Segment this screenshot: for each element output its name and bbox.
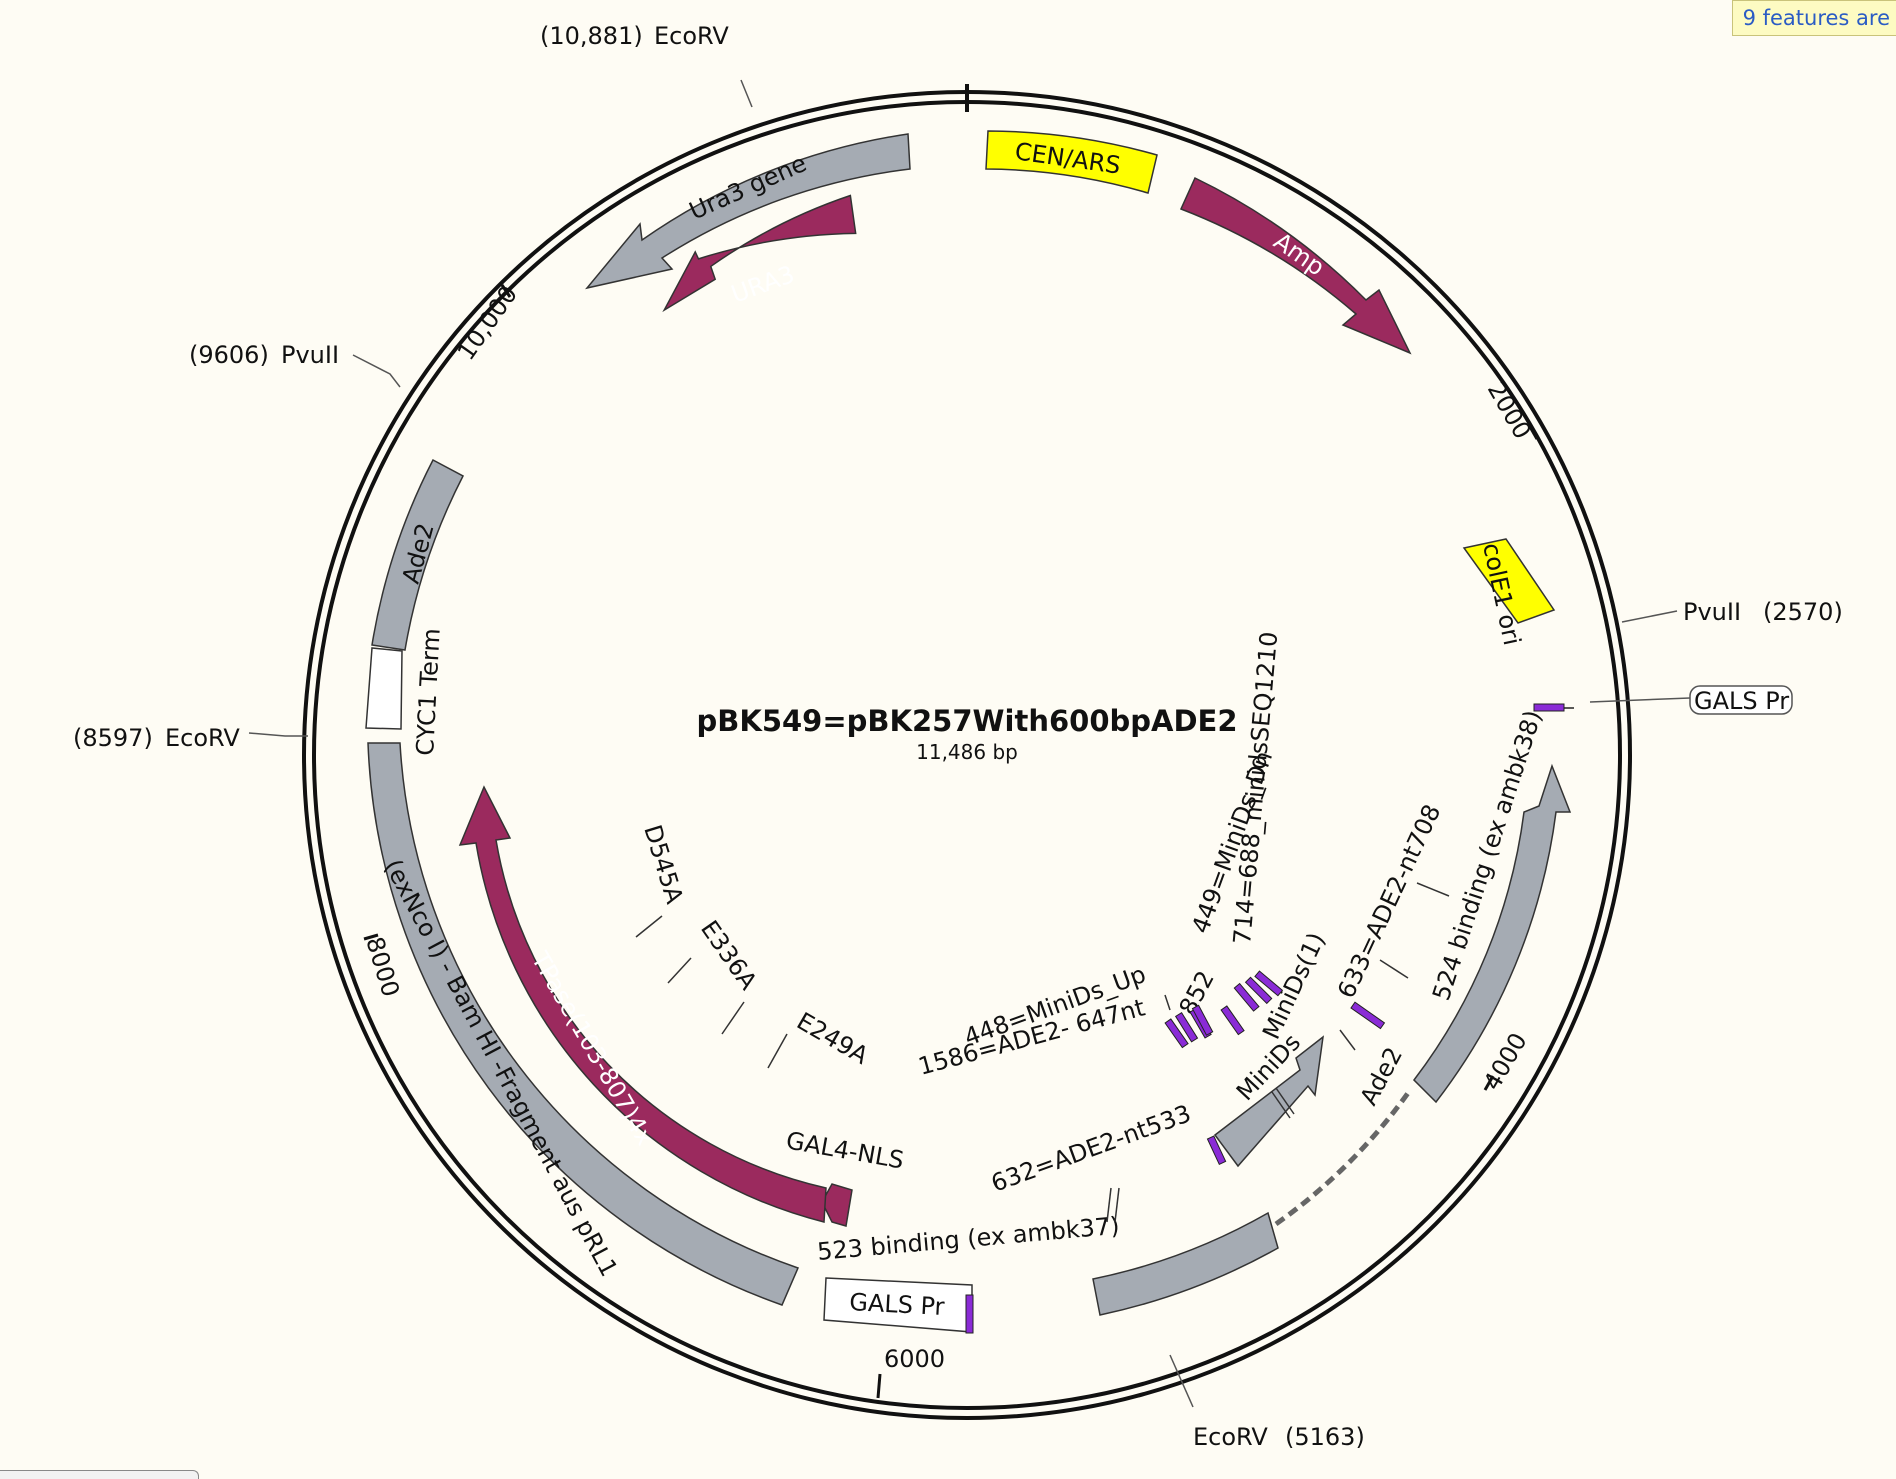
site-pvuii-2570-pos[interactable]: (2570)	[1763, 598, 1843, 626]
feature-minids[interactable]	[1213, 1035, 1324, 1168]
feature-cyc1-term-label: CYC1 Term	[411, 628, 446, 757]
feature-cole1-ori[interactable]	[1462, 538, 1556, 624]
feature-tpase[interactable]	[458, 785, 827, 1223]
feature-gals-pr-small-label: GALS Pr	[1694, 687, 1789, 715]
feature-ura3[interactable]	[660, 194, 858, 313]
plasmid-length: 11,486 bp	[916, 740, 1018, 764]
feature-gals-pr-small-mark[interactable]	[1533, 703, 1565, 712]
horizontal-scrollbar[interactable]	[0, 1470, 199, 1479]
tick-label-6000: 6000	[884, 1345, 945, 1373]
dashed-connector	[1274, 1091, 1411, 1227]
feature-gal4-nls-label: GAL4-NLS	[784, 1126, 906, 1174]
feature-bam-hi-fragment[interactable]	[367, 742, 800, 1306]
site-ecorv-5163-name[interactable]: EcoRV	[1193, 1423, 1268, 1451]
site-pvuii-9606-name[interactable]: PvuII	[281, 341, 339, 369]
feature-binding-523-box[interactable]	[1092, 1211, 1279, 1316]
feature-ura3-gene[interactable]	[585, 133, 911, 290]
primer-marks	[1164, 970, 1386, 1166]
site-ecorv-8597-name[interactable]: EcoRV	[165, 724, 240, 752]
inner-ade2-nt708-label: 633=ADE2-nt708	[1332, 800, 1446, 1002]
restriction-sites: (10,881) EcoRV (9606) PvuII (8597) EcoRV…	[73, 22, 1843, 1451]
site-pvuii-9606-pos[interactable]: (9606)	[189, 341, 269, 369]
tick-label-2000: 2000	[1482, 377, 1537, 444]
site-ecorv-10881-pos[interactable]: (10,881)	[540, 22, 643, 50]
inner-e336a-label: E336A	[695, 915, 763, 995]
inner-e249a-label: E249A	[792, 1007, 874, 1070]
plasmid-name: pBK549=pBK257With600bpADE2	[696, 704, 1237, 738]
tick-label-8000: 8000	[360, 934, 405, 1001]
feature-amp[interactable]	[1179, 176, 1412, 355]
feature-cen-ars[interactable]	[985, 130, 1158, 194]
tick-label-4000: 4000	[1478, 1028, 1533, 1095]
feature-count-notice[interactable]: 9 features are	[1731, 0, 1896, 36]
feature-binding-524[interactable]	[1413, 763, 1572, 1104]
feature-cyc1-term[interactable]	[365, 647, 403, 730]
feature-gal4-nls[interactable]	[821, 1183, 853, 1227]
site-ecorv-8597-pos[interactable]: (8597)	[73, 724, 153, 752]
feature-ade2[interactable]	[371, 458, 465, 651]
feature-gals-pr-label: GALS Pr	[849, 1288, 946, 1321]
inner-d545a-label: D545A	[638, 822, 689, 908]
feature-gals-pr-small-box[interactable]	[1689, 685, 1793, 715]
site-pvuii-2570-name[interactable]: PvuII	[1683, 598, 1741, 626]
site-ecorv-10881-name[interactable]: EcoRV	[654, 22, 729, 50]
feature-binding-523-label: 523 binding (ex ambk37)	[816, 1212, 1120, 1266]
site-ecorv-5163-pos[interactable]: (5163)	[1285, 1423, 1365, 1451]
feature-ura3-label: URA3	[727, 260, 798, 309]
inner-ade2-nt533-label: 632=ADE2-nt533	[987, 1099, 1194, 1197]
